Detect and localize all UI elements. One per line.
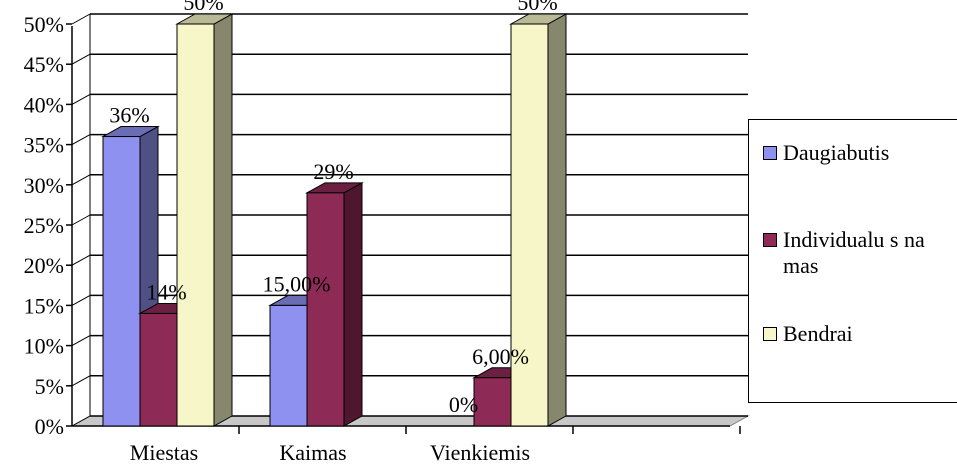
y-tick-label: 50% [24, 12, 64, 37]
gridline-side [71, 214, 91, 226]
y-tick-labels: 0% 5% 10% 15% 20% 25% 30% 35% 40% 45% 50% [24, 12, 64, 439]
y-tick-label: 5% [35, 374, 64, 399]
y-tick-label: 35% [24, 133, 64, 158]
category-labels: Miestas Kaimas Vienkiemis [130, 440, 530, 465]
bar [509, 13, 568, 427]
data-label: 14% [146, 279, 186, 304]
data-label: 6,00% [472, 344, 529, 369]
data-label: 29% [313, 159, 353, 184]
legend-swatch [763, 233, 777, 247]
gridline-side [71, 415, 91, 427]
bars [101, 13, 568, 427]
gridline-side [71, 335, 91, 347]
y-tick-label: 10% [24, 334, 64, 359]
data-label: 36% [109, 103, 149, 128]
bar-side [343, 181, 363, 427]
data-labels: 36% 14% 50% 15,00% 29% 0% 6,00% 50% [109, 0, 557, 417]
data-label: 50% [183, 0, 223, 15]
legend-item-daugiabutis: Daugiabutis [763, 140, 933, 166]
gridline-side [71, 93, 91, 105]
gridline-side [71, 13, 91, 25]
bar [305, 181, 364, 427]
gridline-side [71, 53, 91, 65]
bar-front [473, 377, 512, 427]
category-label: Kaimas [279, 440, 346, 465]
gridline-side [71, 294, 91, 306]
y-tick-label: 15% [24, 293, 64, 318]
bar-front [102, 136, 141, 427]
legend-item-bendrai: Bendrai [763, 321, 933, 347]
bar-front [510, 23, 549, 427]
bar-front [269, 304, 308, 427]
gridline-side [71, 174, 91, 186]
bar-side [213, 13, 233, 427]
legend: Daugiabutis Individualu s namas Bendrai [748, 119, 957, 403]
category-label: Vienkiemis [430, 440, 530, 465]
data-label: 0% [449, 392, 478, 417]
y-tick-label: 30% [24, 173, 64, 198]
category-label: Miestas [130, 440, 198, 465]
y-tick-label: 40% [24, 92, 64, 117]
bar-side [547, 13, 567, 427]
y-tick-label: 20% [24, 253, 64, 278]
legend-label: Bendrai [783, 321, 853, 346]
gridline-side [71, 134, 91, 146]
legend-label: Individualu s namas [783, 227, 925, 278]
bar-front [176, 23, 215, 427]
y-tick-label: 45% [24, 52, 64, 77]
gridline-side [71, 375, 91, 387]
gridline-side [71, 254, 91, 266]
bar-front [306, 192, 345, 427]
legend-swatch [763, 327, 777, 341]
legend-item-individualus-namas: Individualu s namas [763, 227, 933, 279]
data-label: 50% [517, 0, 557, 15]
legend-swatch [763, 146, 777, 160]
legend-label: Daugiabutis [783, 140, 890, 165]
data-label: 15,00% [263, 271, 331, 296]
bar [175, 13, 234, 427]
y-tick-label: 0% [35, 414, 64, 439]
y-tick-label: 25% [24, 213, 64, 238]
bar-front [139, 312, 178, 427]
